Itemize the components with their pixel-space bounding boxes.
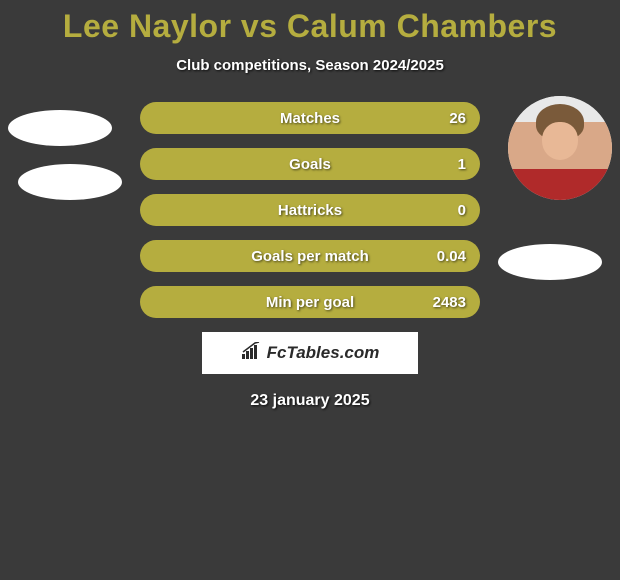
subtitle: Club competitions, Season 2024/2025	[0, 57, 620, 74]
stat-label: Hattricks	[278, 202, 342, 219]
stat-value: 1	[458, 156, 466, 173]
stat-bar-min-per-goal: Min per goal 2483	[140, 286, 480, 318]
stat-bar-goals: Goals 1	[140, 148, 480, 180]
logo-box: FcTables.com	[202, 332, 418, 374]
player-right-avatar	[508, 96, 612, 200]
stat-bar-goals-per-match: Goals per match 0.04	[140, 240, 480, 272]
stat-bar-hattricks: Hattricks 0	[140, 194, 480, 226]
stat-value: 0.04	[437, 248, 466, 265]
comparison-card: Lee Naylor vs Calum Chambers Club compet…	[0, 0, 620, 410]
player-right-placeholder	[498, 244, 602, 280]
stat-value: 0	[458, 202, 466, 219]
avatar-circle	[508, 96, 612, 200]
date-label: 23 january 2025	[0, 392, 620, 410]
player-left-placeholder-2	[18, 164, 122, 200]
stat-label: Min per goal	[266, 294, 354, 311]
chart-icon	[241, 342, 263, 365]
stat-label: Goals	[289, 156, 331, 173]
main-area: Matches 26 Goals 1 Hattricks 0 Goals per…	[0, 102, 620, 410]
logo-text: FcTables.com	[267, 343, 380, 363]
player-face-icon	[508, 96, 612, 200]
stat-label: Matches	[280, 110, 340, 127]
stats-list: Matches 26 Goals 1 Hattricks 0 Goals per…	[140, 102, 480, 318]
stat-bar-matches: Matches 26	[140, 102, 480, 134]
page-title: Lee Naylor vs Calum Chambers	[0, 8, 620, 45]
stat-value: 26	[449, 110, 466, 127]
stat-label: Goals per match	[251, 248, 369, 265]
player-left-placeholder-1	[8, 110, 112, 146]
stat-value: 2483	[433, 294, 466, 311]
